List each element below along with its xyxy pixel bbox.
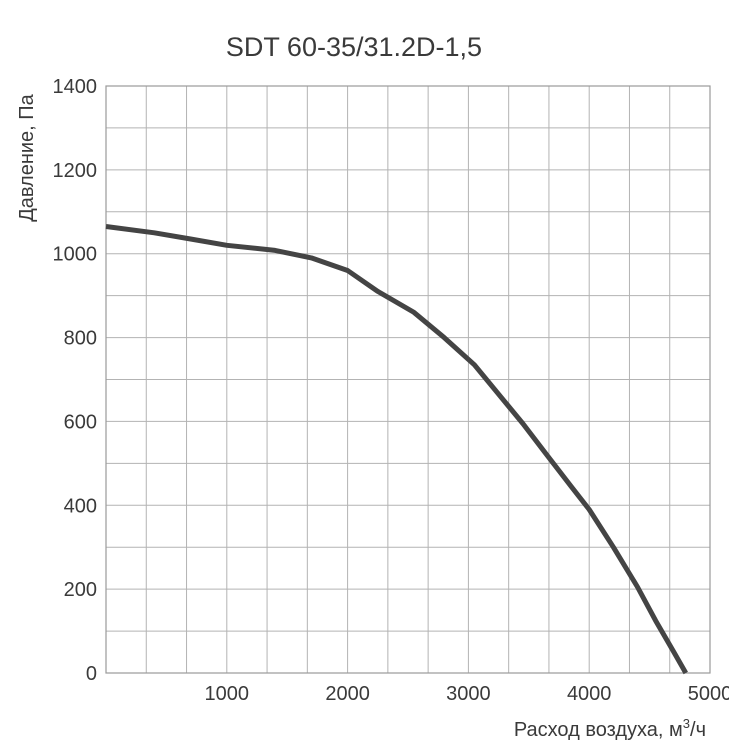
x-axis-label: Расход воздуха, м3/ч [514,716,706,741]
x-axis-ticks: 1000 2000 3000 4000 5000 [205,683,729,705]
y-tick-label: 800 [64,328,97,350]
x-axis-label-sup: 3 [683,716,690,731]
y-tick-label: 200 [64,579,97,601]
x-tick-label: 1000 [205,683,250,705]
grid [105,85,711,674]
x-axis-label-main: Расход воздуха, м [514,719,683,741]
x-tick-label: 4000 [567,683,612,705]
y-axis-label: Давление, Па [16,93,38,221]
x-axis-label-suffix: /ч [690,719,706,741]
plot-frame [105,85,711,674]
y-tick-label: 400 [64,495,97,517]
series-layer [105,224,688,675]
y-tick-label: 600 [64,411,97,433]
y-tick-label: 1400 [53,76,98,98]
chart-title: SDT 60-35/31.2D-1,5 [226,32,482,62]
y-axis-ticks: 0 200 400 600 800 1000 1200 1400 [53,76,98,685]
x-tick-label: 2000 [325,683,370,705]
y-tick-label: 1200 [53,160,98,182]
x-tick-label: 3000 [446,683,491,705]
y-tick-label: 1000 [53,244,98,266]
x-tick-label: 5000 [688,683,729,705]
y-tick-label: 0 [86,663,97,685]
series-line [105,224,688,675]
